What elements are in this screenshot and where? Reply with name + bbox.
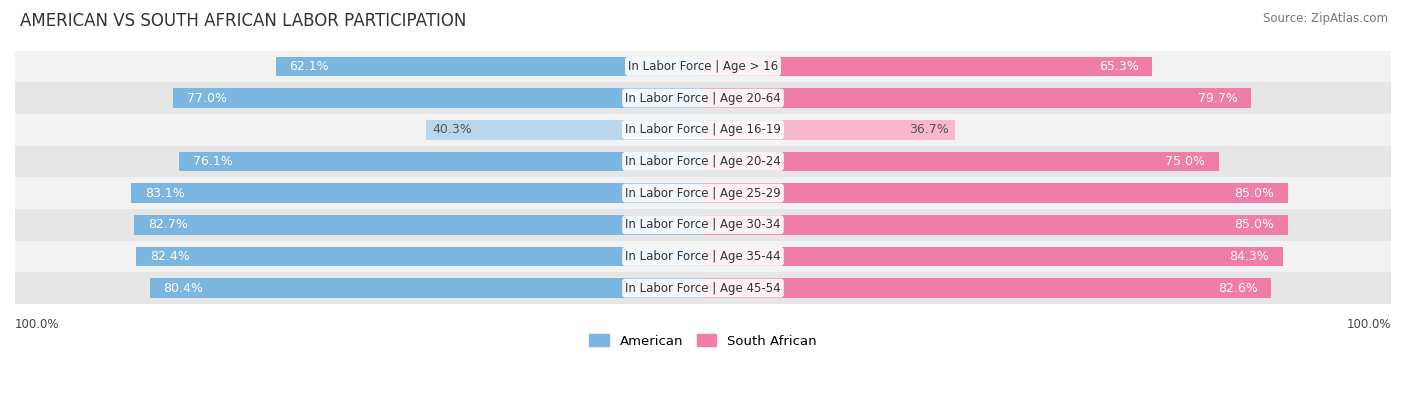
Text: In Labor Force | Age 20-64: In Labor Force | Age 20-64 — [626, 92, 780, 105]
Text: 84.3%: 84.3% — [1229, 250, 1270, 263]
Text: 75.0%: 75.0% — [1166, 155, 1205, 168]
Bar — [703, 246, 1284, 266]
Text: In Labor Force | Age 16-19: In Labor Force | Age 16-19 — [626, 123, 780, 136]
Bar — [703, 278, 1271, 298]
Bar — [15, 145, 1391, 177]
Bar — [15, 114, 1391, 145]
Text: 100.0%: 100.0% — [1347, 318, 1391, 331]
Bar — [703, 56, 1153, 76]
Bar — [173, 88, 703, 108]
Bar — [276, 56, 703, 76]
Text: 62.1%: 62.1% — [290, 60, 329, 73]
Bar — [15, 272, 1391, 304]
Text: In Labor Force | Age 35-44: In Labor Force | Age 35-44 — [626, 250, 780, 263]
Legend: American, South African: American, South African — [585, 329, 821, 353]
Bar — [426, 120, 703, 139]
Text: AMERICAN VS SOUTH AFRICAN LABOR PARTICIPATION: AMERICAN VS SOUTH AFRICAN LABOR PARTICIP… — [20, 12, 465, 30]
Bar — [134, 215, 703, 235]
Text: In Labor Force | Age 45-54: In Labor Force | Age 45-54 — [626, 282, 780, 295]
Text: In Labor Force | Age 25-29: In Labor Force | Age 25-29 — [626, 186, 780, 199]
Bar — [136, 246, 703, 266]
Bar — [15, 82, 1391, 114]
Text: Source: ZipAtlas.com: Source: ZipAtlas.com — [1263, 12, 1388, 25]
Text: 83.1%: 83.1% — [145, 186, 184, 199]
Text: 79.7%: 79.7% — [1198, 92, 1237, 105]
Bar — [180, 152, 703, 171]
Bar — [15, 209, 1391, 241]
Bar — [15, 177, 1391, 209]
Bar — [703, 215, 1288, 235]
Text: 36.7%: 36.7% — [908, 123, 949, 136]
Text: 40.3%: 40.3% — [433, 123, 472, 136]
Text: In Labor Force | Age > 16: In Labor Force | Age > 16 — [628, 60, 778, 73]
Text: 77.0%: 77.0% — [187, 92, 226, 105]
Bar — [703, 120, 956, 139]
Text: 80.4%: 80.4% — [163, 282, 204, 295]
Bar — [703, 183, 1288, 203]
Text: 82.7%: 82.7% — [148, 218, 187, 231]
Bar — [15, 51, 1391, 82]
Text: 100.0%: 100.0% — [15, 318, 59, 331]
Text: 85.0%: 85.0% — [1234, 186, 1274, 199]
Text: In Labor Force | Age 30-34: In Labor Force | Age 30-34 — [626, 218, 780, 231]
Text: 82.6%: 82.6% — [1218, 282, 1257, 295]
Text: In Labor Force | Age 20-24: In Labor Force | Age 20-24 — [626, 155, 780, 168]
Bar — [703, 152, 1219, 171]
Bar — [131, 183, 703, 203]
Text: 76.1%: 76.1% — [193, 155, 233, 168]
Bar — [15, 241, 1391, 272]
Bar — [703, 88, 1251, 108]
Text: 82.4%: 82.4% — [150, 250, 190, 263]
Text: 85.0%: 85.0% — [1234, 218, 1274, 231]
Bar — [150, 278, 703, 298]
Text: 65.3%: 65.3% — [1098, 60, 1139, 73]
